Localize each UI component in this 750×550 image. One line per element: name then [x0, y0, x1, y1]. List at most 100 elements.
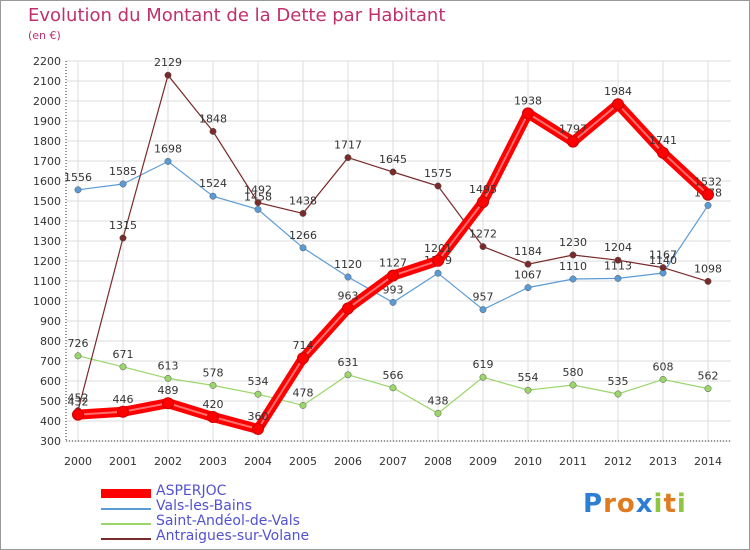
data-label: 578	[203, 366, 224, 379]
data-point	[119, 180, 127, 188]
data-point	[254, 390, 262, 398]
data-label: 1645	[379, 153, 407, 166]
data-label: 534	[248, 375, 269, 388]
data-point	[119, 234, 127, 242]
data-label: 489	[158, 384, 179, 397]
data-label: 1266	[289, 229, 317, 242]
data-label: 420	[203, 398, 224, 411]
data-label: 478	[293, 386, 314, 399]
data-label: 1556	[64, 171, 92, 184]
data-point	[254, 205, 262, 213]
data-point	[522, 107, 534, 120]
legend-label: Vals-les-Bains	[156, 498, 252, 514]
data-point	[344, 371, 352, 379]
legend-label: Antraigues-sur-Volane	[156, 528, 310, 544]
data-point	[612, 98, 624, 111]
data-point	[479, 243, 487, 251]
y-tick-label: 1800	[33, 135, 61, 148]
data-point	[254, 199, 262, 207]
data-label: 963	[338, 289, 359, 302]
x-tick-label: 2013	[649, 455, 677, 468]
data-point	[477, 196, 489, 208]
data-point	[524, 284, 532, 292]
series-saint-and-ol-de-vals: 726 671 613 578 534 478 631 566 438 619 554 580 535 6…	[68, 337, 719, 417]
data-point	[119, 363, 127, 371]
data-label: 957	[473, 291, 494, 304]
data-label: 1438	[289, 194, 317, 207]
data-point	[164, 157, 172, 165]
logo-letter: o	[616, 489, 636, 519]
logo-letter: P	[583, 489, 604, 519]
data-label: 1797	[559, 123, 587, 136]
chart-title: Evolution du Montant de la Dette par Hab…	[28, 5, 446, 26]
x-tick-label: 2002	[154, 455, 182, 468]
data-point	[74, 352, 82, 360]
data-point	[524, 386, 532, 394]
data-label: 1741	[649, 134, 677, 147]
logo-letter: t	[663, 489, 677, 519]
legend-label: ASPERJOC	[156, 483, 227, 499]
data-point	[252, 423, 264, 435]
data-point	[614, 256, 622, 264]
data-point	[569, 381, 577, 389]
legend-swatch	[101, 489, 151, 498]
data-label: 1167	[649, 249, 677, 262]
data-label: 1524	[199, 177, 227, 190]
data-point	[209, 192, 217, 200]
y-tick-label: 700	[40, 355, 61, 368]
data-label: 1492	[244, 184, 272, 197]
data-point	[432, 254, 444, 267]
x-tick-label: 2008	[424, 455, 452, 468]
logo-letter: i	[676, 489, 687, 519]
data-label: 580	[563, 366, 584, 379]
data-point	[704, 385, 712, 393]
data-label: 613	[158, 359, 179, 372]
data-point	[299, 209, 307, 217]
chart-unit-label: (en €)	[28, 29, 61, 42]
data-label: 535	[608, 375, 629, 388]
logo-letter: i	[653, 489, 664, 519]
y-tick-label: 1400	[33, 215, 61, 228]
x-tick-label: 2006	[334, 455, 362, 468]
data-label: 1495	[469, 183, 497, 196]
data-label: 1575	[424, 167, 452, 180]
y-tick-label: 1900	[33, 115, 61, 128]
data-point	[342, 302, 354, 315]
data-point	[704, 277, 712, 285]
logo-letter: r	[603, 489, 617, 519]
data-point	[387, 269, 399, 282]
y-tick-label: 400	[40, 415, 61, 428]
data-point	[479, 306, 487, 314]
y-tick-label: 1700	[33, 155, 61, 168]
data-point	[659, 375, 667, 383]
x-tick-label: 2000	[64, 455, 92, 468]
data-label: 554	[518, 371, 539, 384]
data-point	[297, 352, 309, 365]
data-label: 714	[293, 339, 314, 352]
data-label: 619	[473, 358, 494, 371]
data-point	[344, 154, 352, 162]
y-tick-label: 1500	[33, 195, 61, 208]
x-tick-label: 2005	[289, 455, 317, 468]
legend-swatch	[101, 538, 151, 540]
proxiti-logo: Proxiti	[583, 489, 687, 519]
data-point	[299, 244, 307, 252]
data-point	[524, 260, 532, 268]
data-label: 1315	[109, 219, 137, 232]
data-label: 608	[653, 360, 674, 373]
legend-label: Saint-Andéol-de-Vals	[156, 513, 300, 529]
data-label: 1067	[514, 269, 542, 282]
x-tick-label: 2001	[109, 455, 137, 468]
data-point	[299, 401, 307, 409]
data-label: 1204	[604, 241, 632, 254]
data-label: 726	[68, 337, 89, 350]
data-point	[614, 390, 622, 398]
x-tick-label: 2007	[379, 455, 407, 468]
data-label: 1938	[514, 94, 542, 107]
data-label: 631	[338, 356, 359, 369]
data-label: 1717	[334, 139, 362, 152]
y-tick-label: 2200	[33, 55, 61, 68]
data-point	[389, 384, 397, 392]
y-tick-label: 1600	[33, 175, 61, 188]
